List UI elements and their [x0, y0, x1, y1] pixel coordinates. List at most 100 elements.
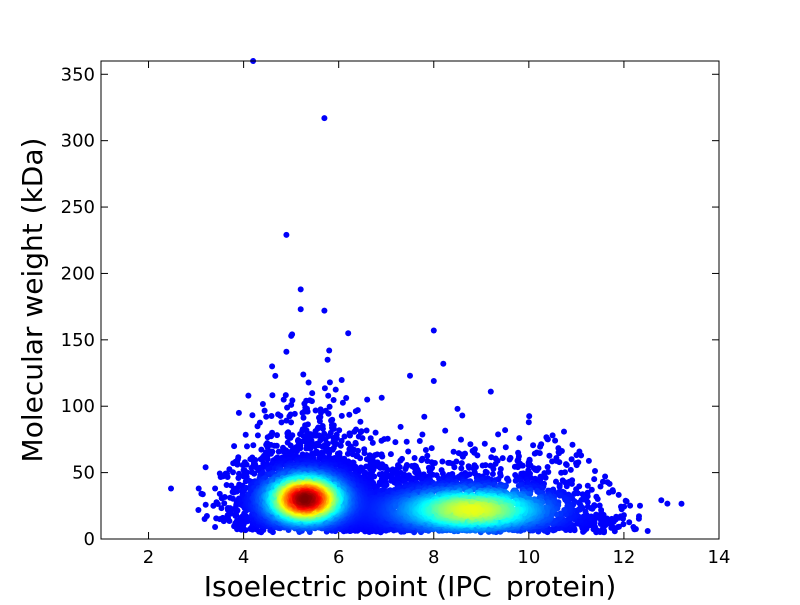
data-point	[288, 419, 295, 426]
data-point	[531, 450, 538, 457]
data-point	[644, 528, 651, 534]
data-point	[297, 306, 304, 313]
data-point	[363, 427, 370, 434]
data-point	[234, 461, 241, 468]
data-point	[289, 397, 296, 404]
data-point	[487, 388, 494, 395]
data-point	[561, 507, 568, 513]
data-point	[542, 504, 549, 511]
data-point	[424, 452, 431, 459]
data-point	[218, 505, 225, 512]
data-point	[325, 392, 332, 399]
data-point	[304, 408, 311, 415]
data-point	[397, 423, 404, 430]
data-point	[251, 470, 258, 477]
data-point	[321, 385, 328, 392]
data-point	[397, 457, 404, 464]
data-point	[312, 432, 319, 439]
data-point	[514, 464, 521, 471]
data-point	[664, 500, 671, 507]
data-point	[630, 524, 637, 530]
data-point	[307, 445, 314, 452]
data-point	[556, 492, 563, 499]
data-point	[419, 431, 426, 438]
data-point	[620, 521, 627, 528]
data-point	[300, 371, 307, 378]
data-point	[534, 467, 540, 474]
data-point	[678, 500, 685, 507]
data-point	[549, 458, 556, 465]
data-point	[195, 485, 202, 492]
data-point	[537, 443, 544, 450]
data-point	[282, 392, 289, 399]
data-point	[264, 444, 271, 450]
data-point	[224, 474, 231, 480]
data-point	[332, 386, 339, 393]
data-point	[372, 429, 379, 436]
data-point	[458, 436, 464, 443]
data-point	[481, 440, 488, 447]
data-point	[212, 485, 219, 492]
data-point	[244, 443, 250, 450]
data-point	[242, 431, 249, 438]
data-point	[392, 439, 399, 446]
data-point	[259, 401, 266, 407]
data-point	[483, 469, 490, 476]
data-point	[502, 427, 509, 434]
data-points	[168, 58, 685, 536]
data-point	[283, 417, 290, 424]
data-point	[542, 474, 549, 481]
data-point	[305, 379, 312, 386]
data-point	[573, 462, 580, 469]
data-point	[596, 502, 603, 509]
data-point	[474, 452, 481, 459]
data-point	[627, 502, 634, 509]
data-point	[243, 484, 250, 491]
data-point	[454, 405, 461, 412]
data-point	[312, 407, 319, 414]
data-point	[430, 327, 437, 334]
data-point	[269, 363, 276, 370]
data-point	[278, 419, 285, 426]
data-point	[544, 464, 551, 470]
data-point	[451, 464, 458, 471]
data-point	[626, 519, 633, 526]
data-point	[614, 524, 621, 531]
data-point	[556, 450, 562, 457]
data-point	[325, 410, 332, 417]
data-point	[558, 469, 565, 476]
data-point	[263, 413, 270, 420]
data-point	[622, 497, 629, 504]
data-point	[593, 511, 600, 518]
data-point	[202, 464, 209, 471]
data-point	[637, 502, 643, 509]
data-point	[223, 482, 230, 488]
data-point	[492, 460, 499, 467]
data-point	[277, 412, 284, 419]
data-point	[615, 491, 622, 498]
data-point	[377, 464, 384, 471]
data-point	[428, 445, 435, 452]
data-point	[466, 464, 473, 471]
data-point	[339, 399, 346, 406]
data-point	[338, 412, 345, 419]
data-point	[430, 378, 437, 384]
data-point	[249, 412, 256, 419]
data-point	[563, 483, 570, 490]
data-point	[326, 403, 333, 410]
data-point	[272, 372, 279, 379]
data-point	[459, 453, 466, 460]
data-point	[221, 494, 228, 500]
data-point	[346, 446, 353, 453]
data-point	[530, 442, 537, 449]
data-point	[231, 443, 238, 450]
data-point	[308, 398, 315, 405]
data-point	[552, 437, 559, 444]
data-point	[357, 418, 364, 425]
data-point	[479, 462, 486, 469]
data-point	[422, 447, 429, 453]
data-point	[387, 451, 394, 458]
data-point	[283, 231, 290, 238]
data-point	[584, 482, 591, 489]
